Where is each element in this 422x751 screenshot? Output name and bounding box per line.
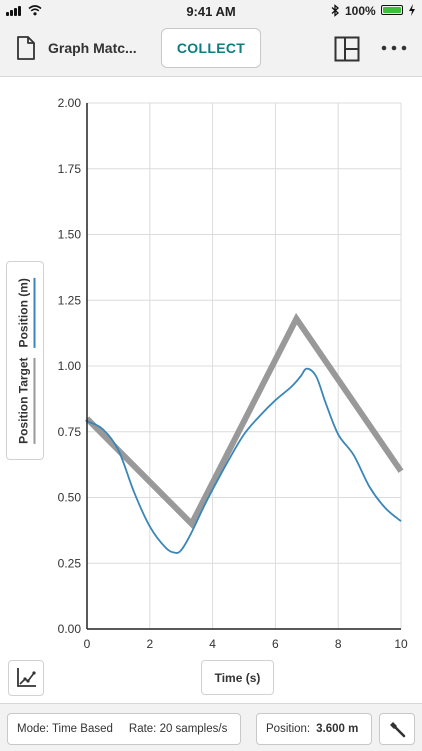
toolbar: Graph Matc... COLLECT <box>0 22 422 77</box>
y-tick-label: 0.50 <box>58 491 82 505</box>
bluetooth-icon <box>331 4 339 17</box>
legend-label-position: Position (m) <box>16 278 31 348</box>
chart-options-button[interactable] <box>8 660 44 696</box>
y-tick-label: 0.25 <box>58 556 82 570</box>
data-collection-mode-button[interactable]: Mode: Time Based Rate: 20 samples/s <box>7 713 241 745</box>
more-icon[interactable] <box>380 38 408 58</box>
graph-legend[interactable]: Position Target Position (m) <box>6 261 44 460</box>
position-graph[interactable]: 0 2 4 6 8 10 0.00 0.25 0.50 0.75 1.00 1.25 1.50 1.75 2… <box>0 77 422 657</box>
series-line-position <box>86 367 402 554</box>
bottom-bar: Mode: Time Based Rate: 20 samples/s Posi… <box>0 703 422 751</box>
position-value: 3.600 m <box>316 723 359 735</box>
x-tick-label: 10 <box>394 637 408 651</box>
layout-icon[interactable] <box>334 36 360 62</box>
y-tick-label: 0.75 <box>58 425 82 439</box>
legend-label-position-target: Position Target <box>16 357 31 444</box>
rate-text: Rate: 20 samples/s <box>128 723 228 735</box>
cellular-signal-icon <box>6 6 21 16</box>
y-tick-label: 1.75 <box>58 162 82 176</box>
position-meter[interactable]: Position: 3.600 m <box>256 713 372 745</box>
y-tick-label: 2.00 <box>58 96 82 110</box>
legend-item-position-target: Position Target <box>17 352 36 448</box>
y-tick-label: 0.00 <box>58 622 82 636</box>
charging-bolt-icon <box>409 4 415 16</box>
series-line-position-target <box>84 312 404 529</box>
status-time: 9:41 AM <box>186 4 236 19</box>
x-axis-label-button[interactable]: Time (s) <box>201 660 274 695</box>
document-icon[interactable] <box>16 36 36 60</box>
x-tick-label: 8 <box>335 637 342 651</box>
y-tick-label: 1.50 <box>58 228 82 242</box>
battery-icon <box>381 5 403 15</box>
x-tick-label: 6 <box>272 637 279 651</box>
tools-icon <box>390 722 406 738</box>
collect-button[interactable]: COLLECT <box>161 28 261 68</box>
x-tick-label: 0 <box>84 637 91 651</box>
chart-options-icon <box>17 668 36 687</box>
status-bar: 9:41 AM 100% <box>0 0 422 22</box>
legend-item-position: Position (m) <box>17 273 36 352</box>
battery-percent: 100% <box>345 4 376 18</box>
position-label: Position: <box>266 723 311 735</box>
mode-text: Mode: Time Based <box>17 723 113 735</box>
x-tick-label: 4 <box>209 637 216 651</box>
x-tick-label: 2 <box>146 637 153 651</box>
y-tick-label: 1.00 <box>58 359 82 373</box>
wifi-icon <box>28 5 42 16</box>
y-tick-label: 1.25 <box>58 293 82 307</box>
file-title[interactable]: Graph Matc... <box>48 40 137 56</box>
tools-button[interactable] <box>379 713 415 745</box>
